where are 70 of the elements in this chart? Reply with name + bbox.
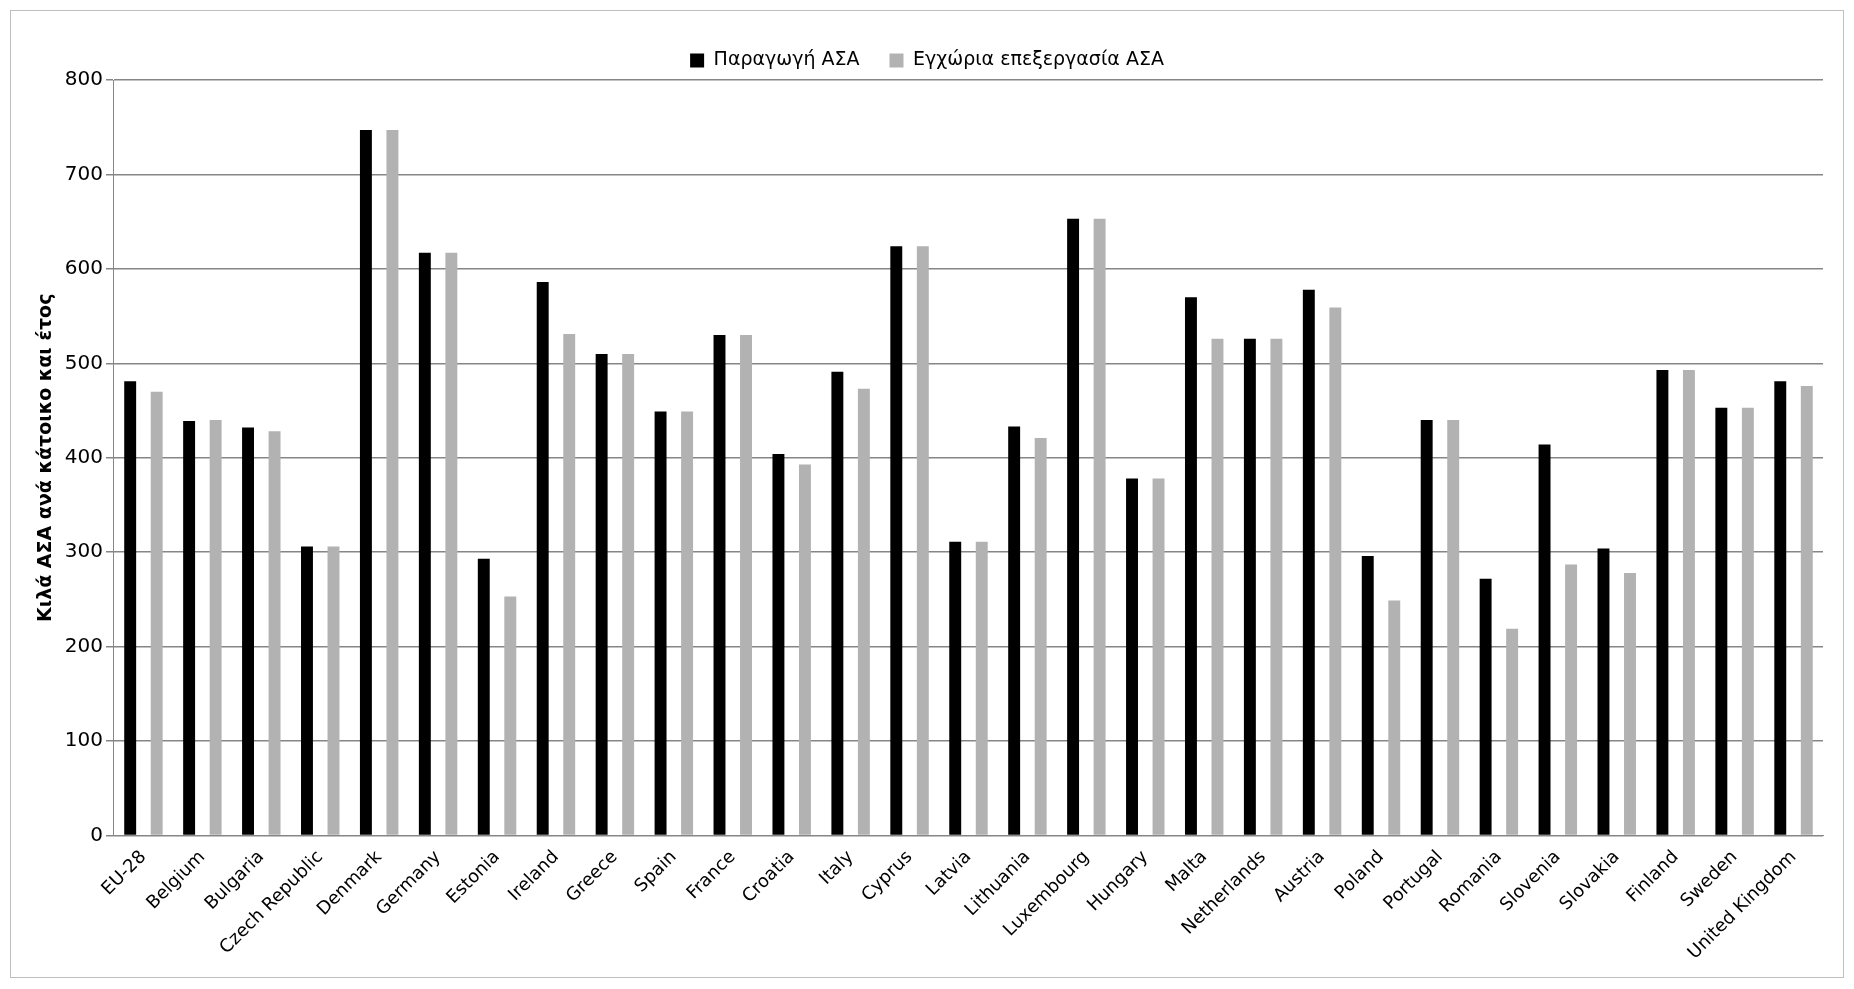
bar (1008, 426, 1021, 835)
bar (1388, 600, 1401, 835)
bar (1682, 369, 1695, 835)
bar (1034, 437, 1047, 835)
bar (1211, 338, 1224, 835)
bar (504, 596, 517, 835)
bar (1093, 218, 1106, 835)
bar (831, 371, 844, 835)
bar (1270, 338, 1283, 835)
bar (1067, 218, 1080, 835)
y-tick-label: 800 (64, 66, 103, 91)
bar (183, 420, 196, 835)
bar (890, 246, 903, 835)
bar (772, 454, 785, 835)
bar (740, 335, 752, 835)
y-tick-label: 0 (90, 821, 103, 846)
bar (857, 388, 870, 835)
bar (359, 130, 372, 835)
bar (949, 541, 962, 835)
bar (1506, 628, 1519, 835)
bar (1741, 407, 1754, 835)
bar (1361, 556, 1374, 835)
bar (242, 427, 255, 835)
y-tick-label: 200 (64, 632, 103, 657)
bar (386, 130, 399, 835)
bar (1420, 420, 1433, 835)
y-tick-label: 100 (64, 727, 103, 752)
bar (209, 420, 222, 835)
bar (1447, 420, 1460, 835)
bar (1715, 407, 1728, 835)
bar (595, 353, 608, 835)
y-tick-label: 400 (64, 443, 103, 468)
bar (327, 546, 340, 835)
bar (622, 353, 635, 835)
bar (1624, 573, 1636, 835)
bar (1126, 478, 1138, 835)
bar (1479, 578, 1492, 835)
bar (681, 411, 694, 835)
bar (975, 541, 988, 835)
bar (563, 334, 576, 835)
y-tick-label: 700 (64, 160, 103, 185)
bar (1538, 444, 1551, 835)
bar (150, 391, 163, 835)
bar (536, 282, 549, 835)
bar (1800, 386, 1813, 835)
bar (445, 252, 458, 835)
bar (798, 464, 811, 835)
legend-label: Παραγωγή ΑΣΑ (713, 47, 860, 70)
bar (1774, 381, 1787, 835)
y-tick-label: 600 (64, 255, 103, 280)
bar (1329, 307, 1342, 835)
y-axis-title: Κιλά ΑΣΑ ανά κάτοικο και έτος (33, 293, 56, 622)
y-tick-label: 500 (64, 349, 103, 374)
bar (1243, 338, 1256, 835)
bar (477, 558, 490, 835)
legend-label: Εγχώρια επεξεργασία ΑΣΑ (912, 47, 1164, 70)
bar (301, 546, 313, 835)
bar (1152, 478, 1165, 835)
y-tick-label: 300 (64, 538, 103, 563)
bar (418, 252, 431, 835)
bar (1656, 369, 1669, 835)
bar (1597, 548, 1610, 835)
bar (1302, 289, 1315, 835)
bar (124, 381, 137, 835)
bar (654, 411, 667, 835)
bar (713, 335, 726, 835)
bar (1565, 564, 1578, 835)
bar (268, 431, 281, 835)
bar (916, 246, 929, 835)
bar (1184, 297, 1197, 835)
